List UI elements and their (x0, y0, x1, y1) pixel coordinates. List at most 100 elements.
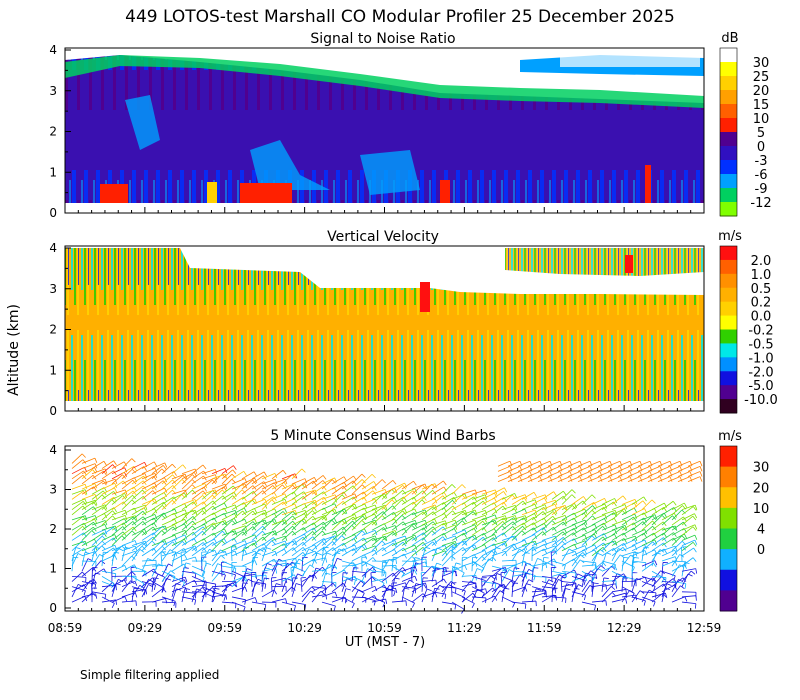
wind-barb (611, 538, 625, 546)
wind-barb (681, 595, 696, 598)
colorbar-swatch (720, 76, 737, 91)
wind-barb-flag (604, 514, 608, 520)
wind-barb (601, 577, 605, 592)
wind-barb (541, 499, 556, 505)
wind-barb (601, 540, 616, 546)
wind-barb-flag (651, 499, 656, 504)
wind-barb (121, 600, 136, 603)
wind-barb (121, 486, 135, 495)
wind-barb (561, 523, 575, 531)
wind-barb (161, 541, 174, 552)
wind-barb (591, 506, 605, 516)
colorbar-swatch (720, 202, 737, 217)
wind-barb (591, 503, 605, 511)
wind-barb (221, 570, 236, 576)
wind-barb (341, 572, 344, 587)
wind-barb-flag (642, 500, 647, 505)
wind-barb (161, 551, 176, 557)
wind-barb (351, 561, 366, 567)
wind-barb (271, 583, 277, 598)
wind-barb (511, 525, 523, 536)
colorbar-label: 30 (753, 461, 770, 476)
wind-barb (171, 479, 183, 490)
wind-barb (641, 525, 653, 536)
wind-barb (511, 548, 520, 562)
wind-barb-flag (123, 461, 128, 467)
wind-barb-flag (303, 527, 307, 533)
wind-barb-flag (633, 507, 637, 513)
wind-barb-flag (164, 540, 168, 546)
wind-barb (171, 489, 186, 495)
wind-barb (311, 552, 318, 567)
wind-barb (311, 491, 324, 500)
wind-barb (301, 515, 314, 526)
wind-barb (241, 579, 249, 592)
wind-barb-flag (424, 561, 428, 567)
wind-barb (581, 509, 593, 521)
wind-barb (471, 560, 485, 569)
wind-barb-flag (301, 468, 306, 473)
wind-barb-flag (311, 586, 316, 591)
wind-barb (121, 516, 134, 526)
wind-barb (511, 522, 525, 531)
wind-barb (221, 478, 233, 490)
wind-barb (91, 523, 105, 531)
wind-barb (71, 483, 86, 490)
wind-barb (271, 535, 286, 541)
y-tick-label: 4 (49, 443, 57, 457)
wind-barb-flag (693, 547, 697, 553)
wind-barb (231, 478, 246, 485)
wind-barb (657, 465, 671, 472)
wind-barb (221, 562, 223, 577)
wind-barb (231, 489, 243, 500)
wind-barb (681, 570, 692, 582)
wind-barb-flag (582, 500, 587, 506)
wind-barb (631, 517, 645, 526)
wind-barb-flag (91, 530, 96, 535)
wind-barb-flag (341, 535, 346, 540)
wind-barb (451, 562, 457, 577)
wind-barb (391, 577, 396, 592)
wind-barb (261, 519, 275, 526)
wind-barb-flag (529, 476, 533, 482)
wind-barb (681, 547, 694, 557)
wind-barb (271, 519, 286, 526)
wind-barb-flag (164, 462, 168, 468)
wind-barb (411, 527, 425, 536)
wind-barb-flag (334, 509, 338, 515)
wind-barb (617, 476, 631, 482)
wind-barb (421, 498, 435, 505)
wind-barb (81, 521, 94, 531)
wind-barb (191, 570, 205, 579)
wind-barb (121, 465, 135, 475)
y-tick-label: 0 (49, 206, 57, 220)
wind-barb (241, 597, 256, 603)
wind-barb (261, 577, 265, 592)
wind-barb (331, 510, 343, 521)
wind-barb-flag (642, 521, 647, 526)
wind-barb-flag (104, 520, 108, 526)
wind-barb (657, 471, 671, 477)
wind-barb-flag (644, 562, 647, 568)
wind-barb (421, 547, 426, 562)
wind-barb (231, 549, 245, 557)
wind-barb-flag (444, 594, 447, 600)
wind-barb (171, 473, 186, 480)
wind-barb-flag (374, 498, 378, 504)
wind-barb (671, 505, 683, 516)
wind-barb (501, 504, 516, 511)
snr-panel-title: Signal to Noise Ratio (310, 31, 455, 47)
wind-barb (471, 576, 486, 581)
wind-barb (121, 458, 133, 469)
wind-barb-flag (308, 548, 314, 552)
wind-barb (151, 598, 166, 603)
wind-barb (321, 519, 333, 531)
wind-barb-flag (432, 490, 437, 495)
wind-barb-flag (94, 467, 98, 473)
wind-barb (431, 526, 444, 536)
wind-barb-flag (256, 552, 262, 555)
wind-barb (547, 460, 561, 467)
wind-barb (571, 534, 586, 541)
wind-barb (351, 586, 365, 594)
wind-barb (161, 524, 175, 531)
